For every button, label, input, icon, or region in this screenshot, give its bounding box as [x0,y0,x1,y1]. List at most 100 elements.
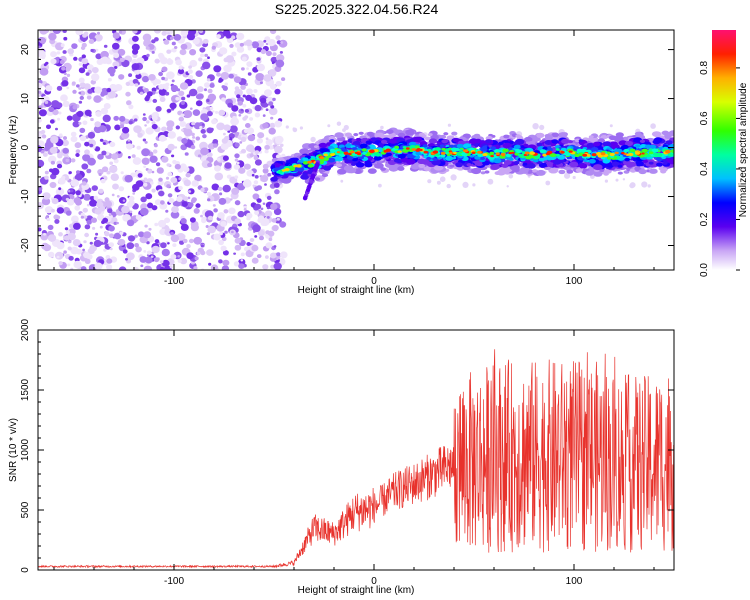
noise-blob [38,227,42,232]
noise-blob [104,197,110,202]
noise-blob [133,118,138,122]
noise-blob [122,214,131,222]
spectrogram-frame [37,29,675,271]
noise-blob [73,222,81,230]
noise-blob [63,136,67,140]
noise-blob [175,96,180,101]
noise-blob [105,255,111,260]
ridge-blob [366,131,374,137]
noise-blob [89,199,98,207]
spectrogram-y-ticks: -20 -10 0 10 20 [20,29,674,266]
noise-blob [117,48,126,56]
noise-blob [230,35,236,40]
noise-blob [170,254,177,260]
noise-blob [205,225,209,228]
noise-blob [58,111,62,115]
ridge-blob [635,151,640,155]
noise-blob [539,124,545,130]
noise-blob [212,204,216,207]
noise-blob [87,131,96,139]
ridge-blob [566,169,574,174]
noise-blob [150,181,154,185]
noise-blob [142,113,146,116]
ridge-blob [527,163,536,169]
noise-blob [206,249,214,256]
noise-blob [508,173,514,179]
noise-blob [45,85,53,92]
noise-blob [172,201,178,206]
colorbar-label: Normalized spectral amplitude [738,82,749,217]
noise-blob [275,59,285,68]
noise-blob [161,76,166,81]
noise-blob [71,81,76,85]
noise-blob [279,221,287,228]
ridge-blob [386,129,394,135]
noise-blob [56,207,65,214]
noise-blob [265,137,269,140]
noise-blob [148,74,156,81]
noise-blob [292,127,298,133]
noise-blob [145,193,153,200]
noise-blob [175,125,180,130]
noise-blob [119,115,126,122]
noise-blob [65,230,70,235]
noise-blob [254,175,259,179]
noise-blob [273,262,282,270]
noise-blob [195,94,202,100]
ridge-blob [432,150,439,154]
ridge-blob [456,152,462,156]
ridge-blob [427,133,433,137]
noise-blob [106,264,113,270]
ridge-blob [624,157,631,162]
noise-blob [170,210,180,219]
noise-blob [209,106,214,110]
ridge-blob [296,164,302,168]
spectrogram-x-axis-label: Height of straight line (km) [298,285,415,296]
ridge-blob [561,138,570,144]
noise-blob [247,134,256,142]
noise-blob [206,127,214,134]
ridge-blob [340,147,346,151]
noise-blob [122,199,126,202]
noise-blob [100,178,106,184]
noise-blob [99,241,104,245]
ridge-blob [451,131,458,136]
noise-blob [52,109,59,116]
ridge-blob [614,151,619,155]
noise-blob [126,219,135,227]
ridge-blob [532,169,538,173]
noise-blob [196,251,201,256]
noise-blob [192,109,201,116]
noise-blob [274,88,281,95]
noise-blob [66,86,70,90]
noise-blob [107,66,116,75]
ridge-blob [293,172,300,176]
noise-blob [62,50,67,54]
ridge-blob [440,154,446,158]
noise-blob [246,67,249,70]
ridge-blob [397,153,406,159]
noise-blob [79,95,85,100]
noise-blob [188,238,194,244]
noise-blob [609,124,613,128]
noise-blob [260,175,269,183]
spectrogram-signal-ridge [270,127,674,201]
ridge-blob [663,134,672,139]
noise-blob [174,146,178,149]
noise-blob [245,250,254,258]
noise-blob [232,116,237,120]
noise-blob [55,127,58,131]
noise-blob [196,86,204,93]
noise-blob [63,36,68,41]
noise-blob [70,267,74,270]
ridge-blob [302,172,308,176]
noise-blob [122,249,128,254]
noise-blob [183,179,191,187]
noise-blob [167,171,173,177]
noise-blob [211,119,217,125]
noise-blob [144,256,153,264]
noise-blob [167,131,176,139]
ridge-blob [302,161,309,165]
ridge-blob [471,151,476,155]
spectrogram-x-tick-label: 100 [566,276,583,287]
